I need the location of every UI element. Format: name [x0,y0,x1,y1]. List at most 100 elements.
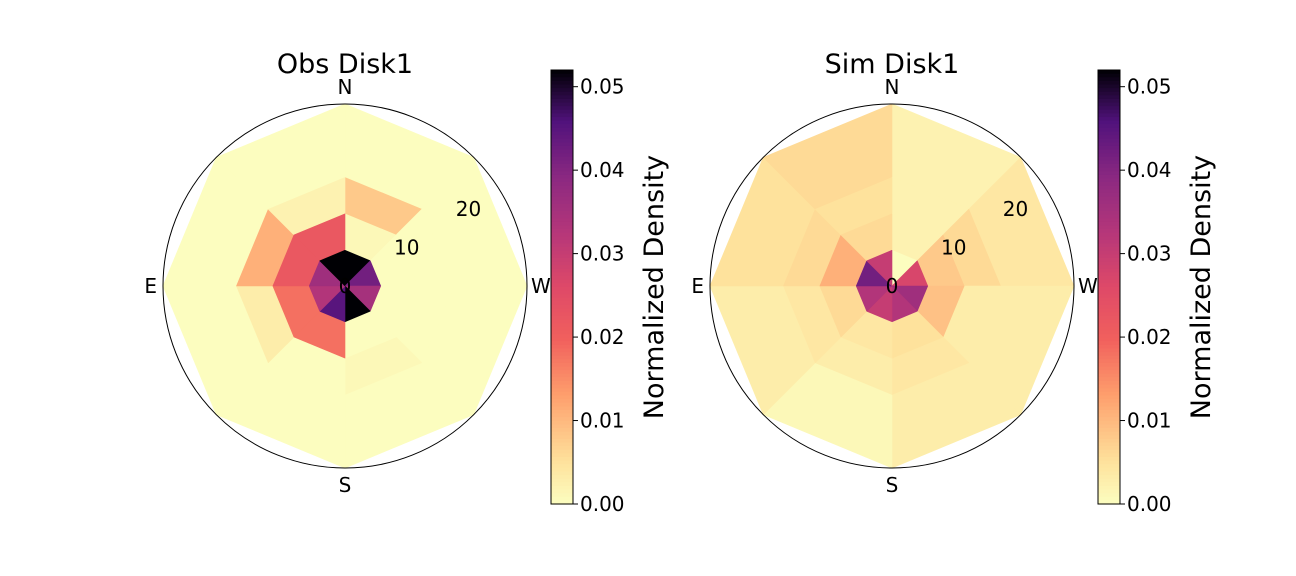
radial-tick-label: 0 [339,274,352,298]
colorbar-segment [1098,135,1120,140]
colorbar-segment [1098,464,1120,469]
colorbar-segment [1098,77,1120,82]
colorbar-segment [551,106,573,111]
colorbar-segment [551,460,573,465]
colorbar-segment [551,232,573,237]
colorbar-segment [551,182,573,187]
colorbar-segment [551,167,573,172]
colorbar-segment [1098,279,1120,284]
colorbar-segment [1098,402,1120,407]
colorbar-segment [1098,109,1120,114]
colorbar-segment [551,388,573,393]
colorbar-segment [551,446,573,451]
colorbar-segment [1098,388,1120,393]
colorbar-segment [551,500,573,505]
colorbar-segment [551,160,573,165]
colorbar-segment [1098,446,1120,451]
colorbar-segment [1098,178,1120,183]
colorbar-segment [1098,341,1120,346]
radial-tick-label: 20 [456,197,481,221]
colorbar-segment [1098,489,1120,494]
colorbar-segment [551,207,573,212]
colorbar-segment [551,236,573,241]
colorbar-segment [551,142,573,147]
colorbar-segment [551,203,573,209]
colorbar-segment [551,239,573,245]
colorbar-segment [551,395,573,400]
colorbar-segment [1098,294,1120,299]
colorbar-segment [551,377,573,382]
direction-label-S: S [339,473,352,497]
colorbar-segment [1098,323,1120,328]
colorbar-tick-label: 0.01 [580,409,625,433]
colorbar-segment [551,485,573,491]
colorbar-segment [551,117,573,122]
colorbar-segment [551,482,573,487]
colorbar-segment [551,366,573,371]
colorbar-segment [1098,417,1120,422]
colorbar-tick-label: 0.05 [580,75,625,99]
colorbar-segment [551,334,573,339]
colorbar-segment [551,131,573,136]
colorbar-segment [551,456,573,462]
colorbar-segment [1098,214,1120,219]
colorbar-segment [1098,218,1120,223]
colorbar-segment [551,373,573,379]
colorbar-segment [1098,232,1120,237]
colorbar-segment [1098,120,1120,125]
colorbar-segment [551,135,573,140]
colorbar-tick-label: 0.00 [1127,492,1172,516]
colorbar-segment [1098,478,1120,483]
colorbar-segment [551,391,573,397]
colorbar-segment [1098,117,1120,122]
colorbar-segment [551,145,573,151]
colorbar-segment [551,449,573,454]
colorbar-segment [551,156,573,162]
colorbar-segment [1098,258,1120,263]
colorbar-segment [551,297,573,303]
colorbar-segment [551,91,573,96]
colorbar-segment [1098,171,1120,176]
colorbar-segment [1098,276,1120,281]
colorbar-segment [551,341,573,346]
colorbar-tick-label: 0.04 [580,158,625,182]
colorbar-segment [551,424,573,429]
colorbar-segment [1098,395,1120,400]
colorbar-tick-label: 0.00 [580,492,625,516]
colorbar-segment [1098,192,1120,198]
colorbar-segment [551,73,573,78]
colorbar-segment [551,70,573,75]
colorbar-segment [1098,91,1120,96]
colorbar-segment [551,493,573,498]
colorbar-segment [1098,442,1120,447]
colorbar-segment [1098,153,1120,158]
radial-tick-label: 0 [886,274,899,298]
direction-label-N: N [338,75,353,99]
colorbar-segment [1098,124,1120,129]
colorbar-segment [1098,337,1120,342]
colorbar-segment [1098,98,1120,104]
colorbar-segment [1098,355,1120,360]
colorbar-segment [1098,373,1120,379]
colorbar-segment [551,384,573,389]
colorbar-segment [551,344,573,350]
colorbar-segment [551,438,573,444]
colorbar-segment [1098,174,1120,180]
colorbar-segment [1098,243,1120,248]
colorbar-segment [1098,305,1120,310]
colorbar-segment [551,279,573,284]
colorbar-segment [1098,113,1120,118]
colorbar-segment [551,290,573,295]
colorbar-segment [551,200,573,205]
colorbar-segment [1098,189,1120,194]
colorbar-segment [551,189,573,194]
colorbar-frame [1097,69,1121,505]
colorbar-segment [1098,287,1120,292]
colorbar-segment [551,319,573,324]
colorbar-segment [551,192,573,198]
colorbar-segment [1098,254,1120,259]
chart-title: Obs Disk1 [277,49,413,80]
colorbar-segment [1098,456,1120,462]
colorbar-segment [551,283,573,288]
colorbar-segment [551,337,573,342]
